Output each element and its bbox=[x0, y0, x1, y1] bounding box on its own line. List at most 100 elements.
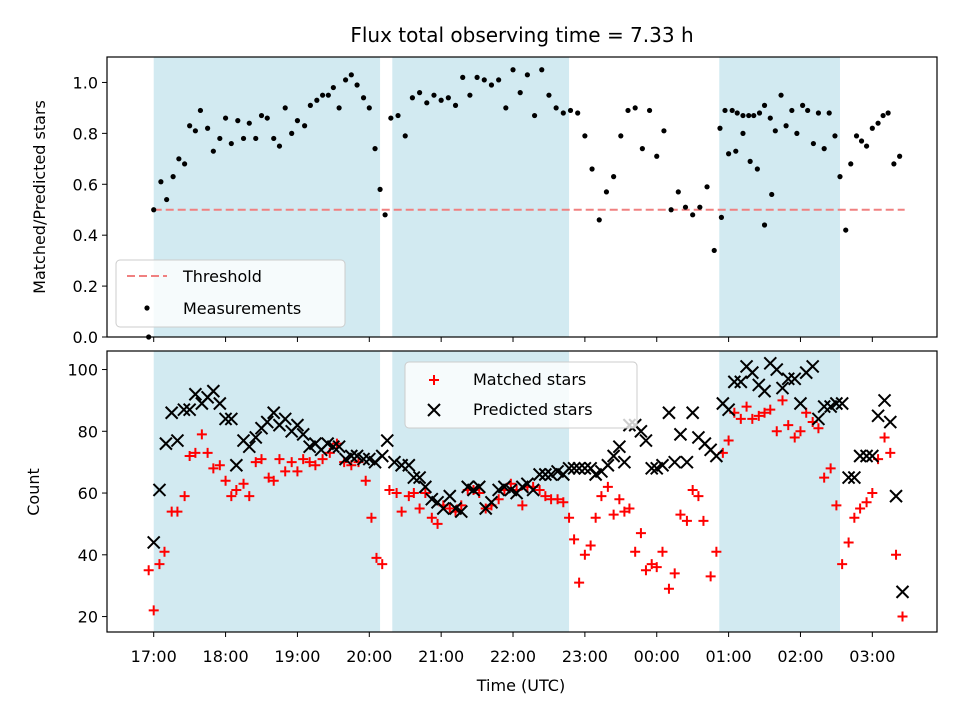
x-tick-label: 19:00 bbox=[274, 647, 320, 666]
matched-star-point bbox=[304, 457, 315, 468]
matched-star-point bbox=[202, 447, 213, 458]
matched-star-point bbox=[220, 475, 231, 486]
predicted-star-point bbox=[206, 384, 221, 398]
matched-star-point bbox=[819, 472, 830, 483]
measurement-point bbox=[582, 133, 588, 139]
measurement-point bbox=[360, 95, 367, 101]
matched-star-point bbox=[208, 463, 219, 474]
predicted-star-point bbox=[532, 467, 547, 482]
y-tick-label: 0.6 bbox=[73, 175, 98, 194]
measurement-point bbox=[488, 82, 495, 88]
measurement-point bbox=[740, 112, 746, 119]
predicted-star-point bbox=[188, 387, 203, 401]
measurement-point bbox=[481, 77, 487, 83]
measurement-point bbox=[690, 212, 696, 218]
matched-star-point bbox=[669, 568, 680, 579]
measurement-point bbox=[618, 133, 624, 139]
predicted-star-point bbox=[601, 458, 615, 472]
matched-star-point bbox=[268, 475, 279, 486]
measurement-point bbox=[718, 214, 725, 220]
measurement-point bbox=[253, 135, 259, 142]
measurement-point bbox=[682, 204, 689, 210]
measurement-point bbox=[431, 92, 437, 98]
measurement-point bbox=[197, 107, 204, 114]
top-y-ticks: 0.0 0.2 0.4 0.6 0.8 1.0 bbox=[73, 73, 107, 347]
measurement-point bbox=[734, 110, 740, 116]
predicted-star-point bbox=[667, 455, 682, 469]
measurement-point bbox=[853, 133, 860, 139]
y-tick-label: 80 bbox=[78, 422, 98, 441]
measurement-point bbox=[342, 77, 349, 83]
x-tick-label: 00:00 bbox=[634, 647, 680, 666]
measurement-point bbox=[603, 189, 610, 195]
matched-star-point bbox=[256, 454, 267, 465]
x-tick-label: 23:00 bbox=[562, 647, 608, 666]
measurement-point bbox=[325, 92, 331, 98]
predicted-star-point bbox=[841, 470, 856, 485]
measurement-point bbox=[217, 135, 223, 142]
y-tick-label: 1.0 bbox=[73, 73, 98, 92]
predicted-star-point bbox=[865, 449, 880, 463]
matched-star-point bbox=[274, 454, 285, 465]
matched-star-point bbox=[214, 460, 225, 471]
measurement-point bbox=[761, 102, 768, 108]
predicted-star-point bbox=[159, 436, 173, 451]
y-tick-label: 60 bbox=[78, 484, 98, 503]
predicted-star-point bbox=[224, 412, 239, 426]
matched-star-point bbox=[414, 503, 425, 514]
measurement-point bbox=[668, 207, 674, 213]
matched-star-point bbox=[795, 426, 806, 437]
top-legend: Threshold Measurements bbox=[115, 259, 346, 328]
shaded-interval bbox=[392, 57, 570, 337]
measurement-point bbox=[832, 133, 838, 139]
predicted-star-point bbox=[734, 375, 748, 389]
bottom-legend: Matched stars Predicted stars bbox=[404, 361, 638, 429]
measurement-point bbox=[589, 166, 595, 172]
measurement-point bbox=[625, 107, 631, 114]
measurement-point bbox=[158, 179, 164, 185]
measurement-point bbox=[452, 102, 459, 108]
predicted-star-point bbox=[770, 362, 784, 377]
predicted-star-point bbox=[544, 467, 558, 482]
matched-star-point bbox=[825, 463, 836, 474]
predicted-star-point bbox=[218, 412, 233, 426]
measurement-point bbox=[276, 143, 283, 149]
matched-star-point bbox=[408, 488, 419, 499]
matched-star-point bbox=[292, 466, 303, 477]
matched-star-point bbox=[711, 546, 722, 557]
shaded-interval bbox=[153, 351, 381, 632]
predicted-star-point bbox=[484, 495, 499, 510]
measurement-point bbox=[767, 115, 773, 121]
measurement-point bbox=[560, 110, 566, 116]
predicted-star-point bbox=[412, 470, 427, 485]
bottom-plot-frame bbox=[106, 350, 938, 633]
matched-star-point bbox=[231, 484, 242, 495]
matched-star-point bbox=[885, 447, 896, 458]
matched-star-point bbox=[687, 484, 698, 495]
predicted-star-point bbox=[497, 480, 512, 494]
measurement-point bbox=[711, 247, 717, 254]
matched-star-point bbox=[698, 515, 709, 526]
matched-star-point bbox=[384, 484, 395, 495]
matched-star-point bbox=[540, 491, 551, 502]
predicted-star-point bbox=[567, 461, 581, 476]
matched-star-point bbox=[286, 457, 297, 468]
matched-star-point bbox=[783, 420, 794, 431]
measurement-point bbox=[717, 125, 723, 131]
matched-star-point bbox=[735, 413, 746, 424]
matched-star-point bbox=[226, 491, 237, 502]
chart-title: Flux total observing time = 7.33 h bbox=[350, 23, 693, 47]
bottom-y-axis-label: Count bbox=[24, 468, 43, 516]
matched-star-point bbox=[585, 540, 596, 551]
matched-star-point bbox=[630, 546, 641, 557]
top-y-axis-label: Matched/Predicted stars bbox=[30, 100, 49, 294]
matched-star-point bbox=[867, 488, 878, 499]
matched-star-point bbox=[614, 494, 625, 505]
measurement-point bbox=[366, 105, 372, 111]
matched-star-point bbox=[681, 515, 692, 526]
predicted-star-point bbox=[472, 480, 486, 494]
predicted-star-point bbox=[356, 452, 371, 466]
measurement-point bbox=[596, 217, 602, 223]
predicted-star-point bbox=[526, 483, 540, 497]
matched-star-point bbox=[360, 475, 371, 486]
